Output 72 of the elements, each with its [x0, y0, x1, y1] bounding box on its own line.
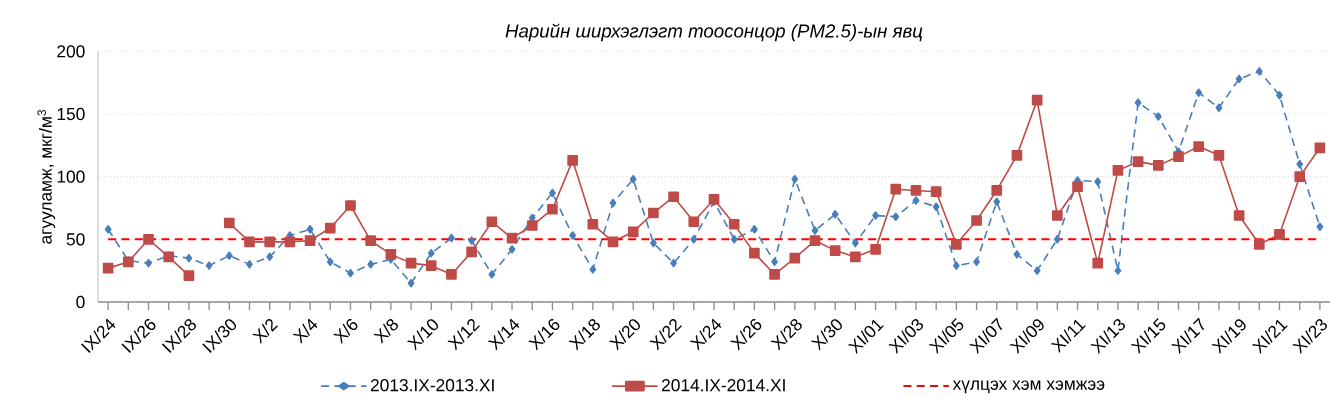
point: [425, 260, 437, 271]
point: [526, 220, 538, 231]
point: [1314, 142, 1326, 154]
legend-label: 2013.IX-2013.XI: [370, 379, 494, 392]
point: [1052, 210, 1063, 221]
point: [668, 191, 679, 203]
point: [1253, 239, 1265, 250]
point: [567, 155, 578, 166]
point: [1011, 150, 1023, 161]
point: [244, 236, 255, 248]
point: [1132, 156, 1144, 167]
point: [607, 236, 619, 248]
y-axis-title: агууламж, мкг/м$^{3}$: [37, 109, 56, 244]
point: [809, 235, 821, 246]
point: [627, 226, 639, 238]
point: [1173, 151, 1184, 162]
point: [385, 249, 397, 260]
point: [1294, 171, 1306, 182]
point: [446, 269, 457, 280]
point: [1092, 257, 1104, 269]
point: [789, 252, 801, 264]
x-tick-label: X/4: [292, 318, 318, 344]
point: [466, 246, 477, 258]
point: [930, 186, 942, 198]
point: [1072, 181, 1083, 193]
point: [365, 235, 376, 246]
x-tick-label: X/6: [333, 318, 358, 344]
point: [648, 207, 659, 219]
point: [910, 185, 922, 196]
y-tick-label: 150: [57, 107, 85, 121]
y-tick-label: 0: [76, 295, 85, 309]
point: [749, 247, 760, 259]
point: [1213, 150, 1225, 161]
point: [345, 200, 356, 211]
legend-label: 2014.IX-2014.XI: [662, 379, 785, 392]
point: [1274, 228, 1285, 240]
point: [728, 218, 740, 230]
point: [890, 183, 902, 195]
point: [688, 216, 700, 228]
point: [284, 236, 296, 248]
point: [506, 232, 518, 244]
point: [405, 257, 417, 269]
point: [183, 270, 195, 281]
point: [1193, 141, 1205, 152]
legend-label: хүлцэх хэм хэмжээ: [952, 380, 1105, 394]
point: [1233, 210, 1245, 221]
x-tick-label: X/2: [252, 319, 278, 344]
point: [870, 244, 881, 255]
point: [264, 236, 276, 248]
point: [1031, 94, 1043, 106]
y-tick-label: 50: [66, 233, 85, 246]
point: [486, 216, 498, 228]
point: [304, 235, 316, 246]
point: [829, 245, 841, 256]
x-tick-label: X/8: [373, 319, 398, 344]
point: [769, 269, 780, 280]
point: [1112, 165, 1124, 176]
point: [971, 215, 982, 226]
point: [324, 222, 336, 234]
point: [223, 217, 235, 229]
point: [547, 203, 558, 215]
point: [1152, 160, 1164, 171]
chart-title: Нарийн ширхэглэгт тоосонцор (PM2.5)-ын явц: [505, 23, 923, 42]
point: [850, 251, 861, 263]
point: [102, 262, 114, 274]
point: [708, 193, 720, 205]
point: [587, 218, 599, 230]
y-tick-label: 200: [57, 45, 85, 58]
point: [143, 233, 154, 245]
point: [951, 239, 962, 250]
y-tick-label: 100: [57, 170, 85, 183]
point: [991, 185, 1003, 196]
